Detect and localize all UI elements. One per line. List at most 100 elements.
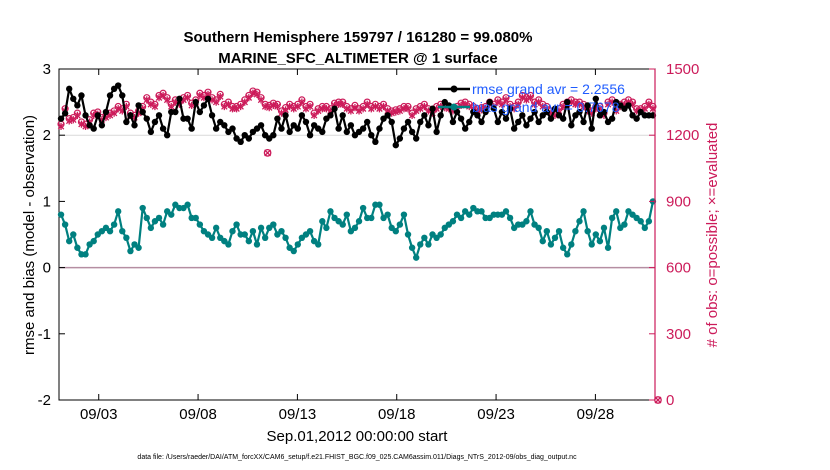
- rmse-marker: [331, 105, 338, 112]
- obs-evaluated-marker: [514, 100, 522, 108]
- rmse-marker: [237, 138, 244, 146]
- rmse-marker: [82, 112, 89, 119]
- rmse-marker: [200, 102, 208, 109]
- rmse-marker: [159, 125, 167, 132]
- rmse-marker: [119, 92, 126, 99]
- y-axis-left-label: rmse and bias (model - observation): [21, 115, 38, 355]
- rmse-marker: [535, 118, 542, 126]
- rmse-marker: [368, 132, 375, 139]
- bias-marker: [343, 211, 350, 218]
- rmse-marker: [490, 105, 497, 112]
- y-tick-label-left: 3: [43, 61, 51, 78]
- rmse-marker: [327, 112, 334, 119]
- bias-marker: [155, 214, 163, 222]
- chart-subtitle: MARINE_SFC_ALTIMETER @ 1 surface: [218, 50, 497, 67]
- bias-marker: [208, 234, 216, 242]
- x-tick-label: 09/13: [279, 406, 317, 423]
- rmse-marker: [208, 112, 216, 119]
- rmse-marker: [359, 125, 367, 132]
- bias-marker: [106, 227, 114, 235]
- rmse-marker: [319, 128, 326, 136]
- rmse-marker: [559, 115, 567, 122]
- bias-marker: [400, 211, 408, 218]
- rmse-marker: [576, 108, 583, 116]
- bias-marker: [315, 241, 322, 248]
- bias-marker: [412, 254, 420, 261]
- bias-marker: [351, 224, 359, 232]
- bias-marker: [568, 241, 575, 248]
- rmse-marker: [57, 115, 65, 122]
- obs-evaluated-marker: [274, 102, 281, 111]
- rmse-marker: [188, 125, 195, 132]
- rmse-marker: [74, 102, 81, 109]
- bias-marker: [641, 224, 648, 232]
- rmse-marker: [486, 98, 493, 106]
- bias-marker: [408, 244, 416, 251]
- rmse-marker: [94, 112, 101, 119]
- rmse-marker: [70, 95, 77, 102]
- rmse-marker: [114, 82, 122, 89]
- rmse-marker: [523, 122, 530, 129]
- obs-evaluated-marker: [519, 94, 526, 102]
- bias-marker: [319, 218, 326, 225]
- bias-marker: [57, 211, 65, 218]
- y-tick-label-right: 0: [666, 392, 674, 409]
- bias-marker: [270, 221, 277, 228]
- rmse-marker: [339, 112, 346, 119]
- obs-evaluated-marker: [265, 104, 273, 112]
- obs-evaluated-marker: [212, 98, 220, 106]
- bias-marker: [551, 234, 559, 242]
- bias-marker: [233, 221, 240, 228]
- y-tick-label-left: 1: [43, 193, 51, 210]
- rmse-marker: [364, 118, 371, 126]
- bias-marker: [421, 234, 428, 242]
- obs-evaluated-marker: [147, 100, 155, 108]
- y-tick-label-right: 1200: [666, 127, 699, 144]
- rmse-marker: [135, 102, 142, 109]
- rmse-marker: [433, 128, 440, 136]
- x-tick-label: 09/23: [477, 406, 515, 423]
- y-tick-label-right: 1500: [666, 61, 699, 78]
- bias-marker: [212, 224, 220, 232]
- obs-evaluated-marker: [343, 105, 351, 113]
- bias-marker: [584, 227, 591, 235]
- rmse-marker: [306, 132, 314, 139]
- x-tick-label: 09/08: [179, 406, 217, 423]
- rmse-marker: [155, 112, 163, 119]
- rmse-marker: [543, 108, 551, 116]
- rmse-marker: [163, 132, 171, 139]
- rmse-marker: [400, 125, 408, 132]
- rmse-marker: [151, 118, 159, 126]
- obs-evaluated-marker: [527, 94, 534, 102]
- bias-marker: [592, 231, 600, 238]
- y-tick-label-right: 600: [666, 260, 691, 277]
- obs-evaluated-marker: [404, 105, 412, 113]
- y-tick-label-left: -1: [38, 326, 51, 343]
- rmse-marker: [396, 135, 404, 142]
- bias-marker: [192, 214, 199, 222]
- bias-marker: [114, 208, 122, 215]
- rmse-marker: [78, 92, 85, 99]
- obs-evaluated-marker: [233, 105, 240, 113]
- rmse-marker: [449, 118, 457, 126]
- rmse-marker: [184, 115, 191, 122]
- bias-marker: [425, 241, 432, 248]
- bias-marker: [327, 208, 334, 215]
- rmse-marker: [568, 122, 575, 129]
- obs-evaluated-marker: [78, 120, 85, 128]
- bias-marker: [555, 227, 563, 235]
- rmse-marker: [143, 115, 150, 122]
- bias-marker: [596, 237, 604, 245]
- x-tick-label: 09/18: [378, 406, 416, 423]
- y-axis-right-label: # of obs: o=possible; ×=evaluated: [704, 123, 721, 348]
- rmse-marker: [286, 128, 293, 136]
- obs-evaluated-marker: [523, 96, 530, 104]
- bias-marker: [502, 208, 510, 215]
- obs-evaluated-marker: [196, 91, 204, 100]
- rmse-marker: [592, 95, 600, 102]
- obs-evaluated-marker: [286, 102, 293, 111]
- obs-evaluated-marker: [253, 90, 261, 98]
- rmse-marker: [600, 108, 608, 116]
- bias-marker: [143, 214, 150, 222]
- bias-marker: [608, 214, 616, 222]
